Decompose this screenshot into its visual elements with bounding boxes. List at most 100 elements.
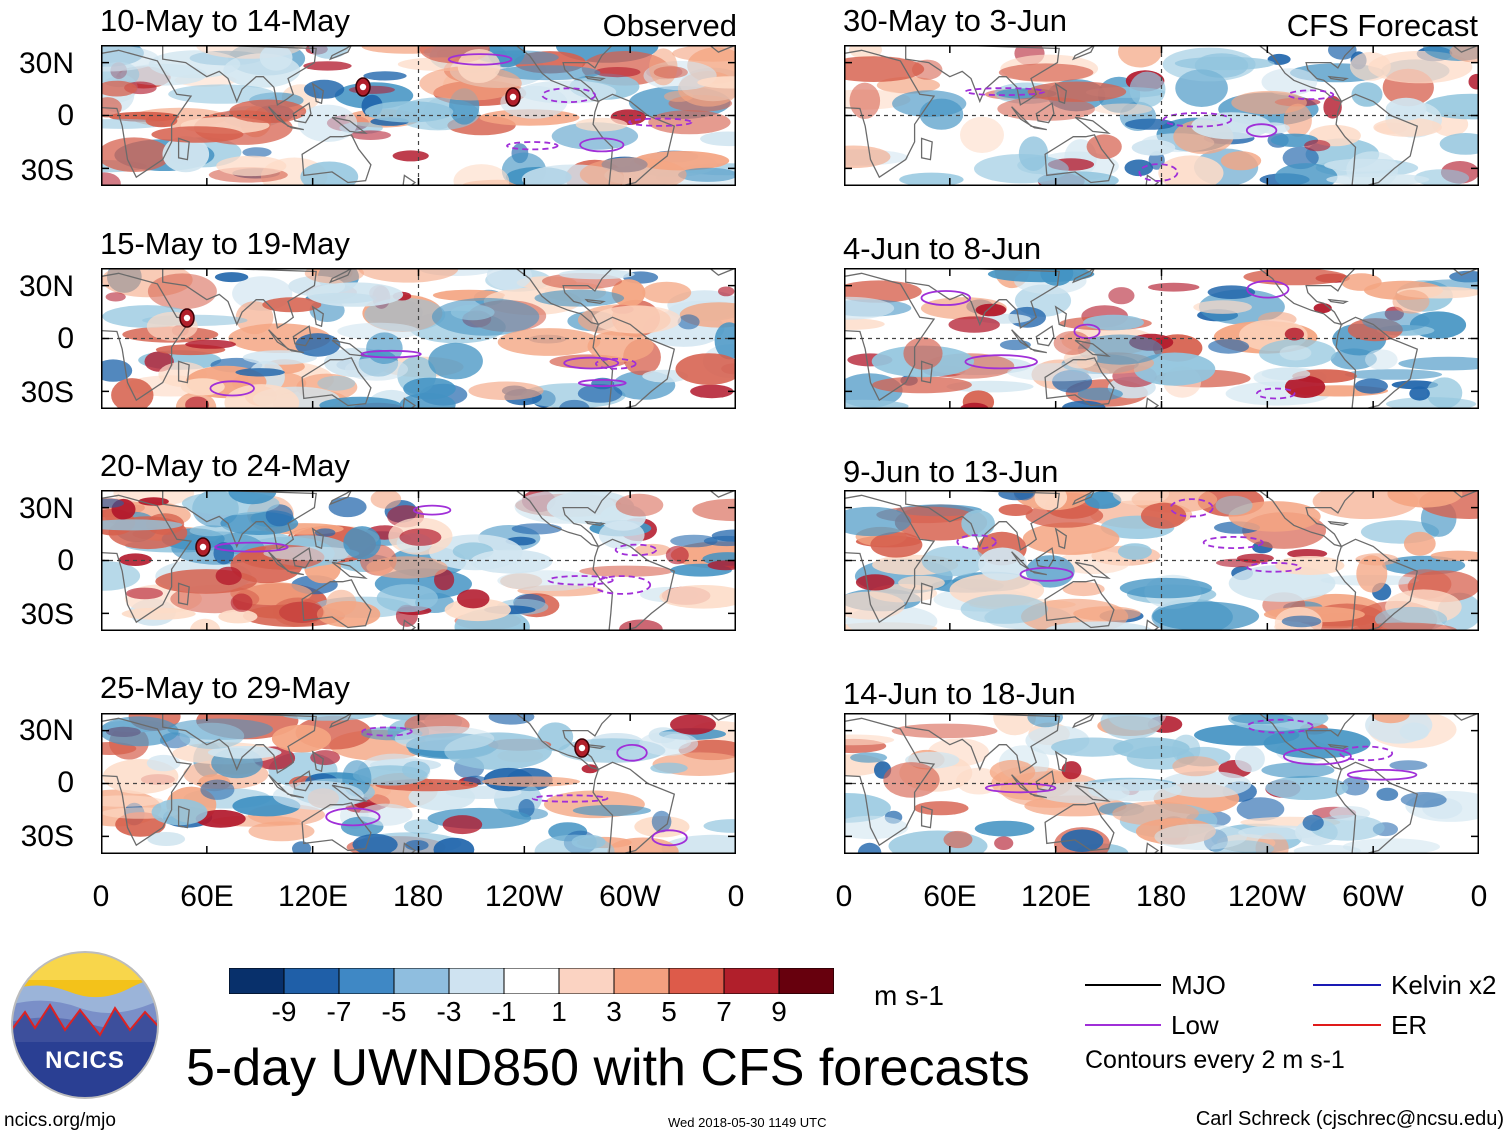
coastline xyxy=(331,339,368,357)
anomaly-contour xyxy=(1174,56,1275,71)
anomaly-contour xyxy=(1284,375,1326,398)
coastline xyxy=(708,713,736,721)
anomaly-contour xyxy=(943,830,973,849)
low-contour xyxy=(563,356,620,370)
storm-marker xyxy=(179,308,195,328)
anomaly-contour xyxy=(1208,339,1250,354)
coastline xyxy=(844,49,936,179)
map-panel-6 xyxy=(844,490,1479,631)
coastline xyxy=(514,490,614,548)
anomaly-contour xyxy=(1228,501,1321,532)
coastline xyxy=(1035,102,1055,124)
wind-anomaly-field xyxy=(844,45,1479,186)
coastline xyxy=(1074,339,1111,357)
anomaly-contour xyxy=(960,402,989,409)
anomaly-contour xyxy=(1131,139,1176,156)
anomaly-contour xyxy=(1371,713,1410,724)
coastlines xyxy=(844,268,1479,409)
anomaly-contour xyxy=(235,368,285,377)
anomaly-contour xyxy=(912,59,943,80)
anomaly-contour xyxy=(677,314,700,330)
anomaly-contour xyxy=(913,801,969,816)
low-contour xyxy=(964,87,1046,96)
colorbar-swatch xyxy=(668,968,725,994)
lat-label-30n: 30N xyxy=(18,714,74,747)
anomaly-contour xyxy=(262,297,322,313)
lon-label-180: 180 xyxy=(392,880,444,913)
anomaly-contour xyxy=(534,834,615,854)
low-contours xyxy=(325,726,688,847)
anomaly-contour xyxy=(101,519,183,531)
anomaly-contour xyxy=(598,520,645,550)
low-contour xyxy=(1138,163,1179,182)
map-panel-3 xyxy=(101,268,736,409)
coastline xyxy=(331,561,368,579)
coastline xyxy=(1011,106,1047,131)
anomaly-contour xyxy=(651,810,672,833)
anomaly-contour xyxy=(370,490,402,509)
coastline xyxy=(162,268,317,329)
low-contour xyxy=(1246,718,1314,734)
anomaly-contour xyxy=(615,493,664,517)
coastline xyxy=(592,538,676,631)
anomaly-contour xyxy=(1376,787,1399,801)
anomaly-contour xyxy=(844,506,912,537)
coastline xyxy=(1054,750,1068,773)
coastline xyxy=(1327,743,1349,749)
colorbar-swatch xyxy=(558,968,615,994)
coastline xyxy=(311,527,325,550)
low-contours xyxy=(447,53,693,153)
anomaly-contour xyxy=(857,842,882,854)
coastline xyxy=(844,272,936,402)
low-contour xyxy=(547,575,614,586)
coastline xyxy=(331,116,368,134)
footer-author: Carl Schreck (cjschrec@ncsu.edu) xyxy=(1195,1108,1504,1130)
coastline xyxy=(177,582,190,606)
anomaly-contour xyxy=(1403,531,1436,556)
colorbar-tick-label: 9 xyxy=(771,996,787,1027)
low-contour xyxy=(412,504,452,516)
anomaly-contour xyxy=(718,286,735,297)
map-panel-7 xyxy=(101,713,736,854)
anomaly-contour xyxy=(151,798,208,826)
anomaly-contour xyxy=(511,523,562,535)
anomaly-contour xyxy=(394,726,495,751)
axis-ticks xyxy=(101,268,736,409)
anomaly-contour xyxy=(365,101,454,123)
wind-anomaly-field xyxy=(844,268,1479,409)
anomaly-contour xyxy=(690,384,734,399)
anomaly-contour xyxy=(1387,490,1463,508)
anomaly-contour xyxy=(703,535,736,547)
anomaly-contour xyxy=(999,339,1031,351)
panel-title-2: 30-May to 3-Jun xyxy=(843,3,1067,38)
anomaly-contour xyxy=(678,167,736,182)
anomaly-contour xyxy=(961,509,995,538)
anomaly-contour xyxy=(700,131,736,147)
anomaly-contour xyxy=(581,764,599,774)
anomaly-contour xyxy=(1117,543,1152,560)
lon-label-120w: 120W xyxy=(484,880,564,913)
anomaly-contour xyxy=(343,526,381,560)
anomaly-contour xyxy=(126,587,163,600)
coastline xyxy=(402,619,417,631)
coastline xyxy=(402,397,417,409)
anomaly-contour xyxy=(1385,97,1427,121)
anomaly-contour xyxy=(399,528,442,546)
map-panel-4 xyxy=(844,268,1479,409)
legend-label-mjo: MJO xyxy=(1171,970,1226,1000)
anomaly-contour xyxy=(1236,553,1274,563)
anomaly-contour xyxy=(1261,762,1335,778)
anomaly-contour xyxy=(661,834,736,854)
anomaly-contour xyxy=(352,765,428,786)
anomaly-contour xyxy=(230,593,253,612)
coastline xyxy=(311,750,325,773)
ncics-logo: NCICS xyxy=(11,951,159,1099)
anomaly-contour xyxy=(572,804,651,817)
lon-label-60e: 60E xyxy=(923,880,977,913)
anomaly-contour xyxy=(844,296,895,320)
anomaly-contour xyxy=(147,273,217,310)
low-contour xyxy=(447,53,513,66)
colorbar-swatch xyxy=(229,968,285,994)
coastline xyxy=(177,805,190,829)
anomaly-contour xyxy=(844,318,885,330)
